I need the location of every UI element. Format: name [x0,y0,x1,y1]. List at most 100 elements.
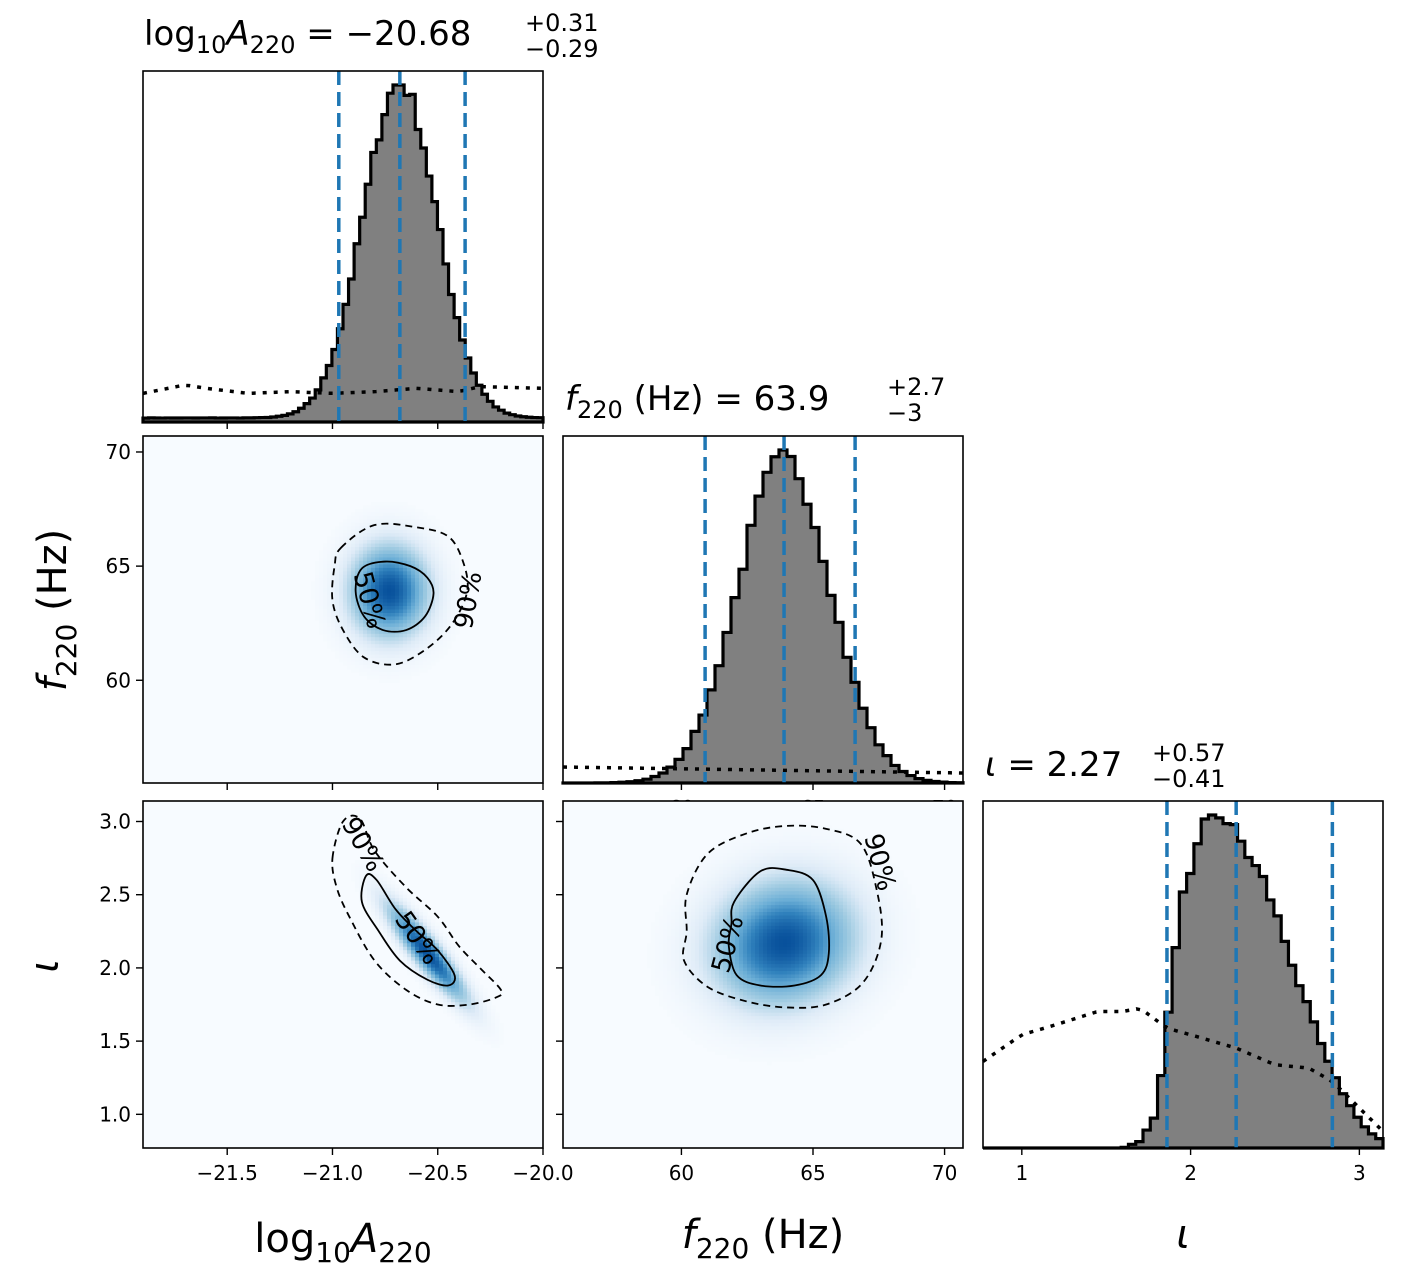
density-cell [807,971,812,976]
density-cell [395,616,400,621]
density-cell [371,609,376,614]
density-cell [359,581,364,586]
density-cell [459,616,464,621]
density-cell [759,974,764,979]
density-cell [779,873,784,878]
density-cell [811,946,816,951]
density-cell [679,943,684,948]
density-cell [815,964,820,969]
density-cell [331,630,336,635]
density-cell [791,870,796,875]
density-cell [743,1033,748,1038]
density-cell [379,508,384,513]
density-cell [483,1002,488,1007]
density-cell [663,974,668,979]
density-cell [431,964,436,969]
density-cell [451,977,456,983]
density-cell [463,974,468,979]
density-cell [723,922,728,927]
density-cell [775,891,780,896]
density-cell [771,977,776,983]
density-cell [675,894,680,899]
density-cell [787,835,792,840]
density-cell [427,574,432,579]
density-cell [819,828,824,833]
density-cell [399,912,404,917]
density-cell [391,515,396,520]
density-cell [671,891,676,896]
density-cell [715,957,720,962]
density-cell [807,960,812,965]
density-cell [787,1043,792,1048]
density-cell [383,602,388,607]
density-cell [759,877,764,882]
density-cell [695,1016,700,1021]
density-cell [743,1016,748,1021]
density-cell [431,647,436,652]
density-cell [463,1026,468,1031]
density-cell [787,957,792,962]
density-cell [755,912,760,917]
density-cell [315,595,320,600]
density-cell [415,957,420,962]
density-cell [723,1033,728,1038]
density-cell [355,550,360,555]
density-cell [735,905,740,910]
density-cell [387,574,392,579]
density-cell [723,1009,728,1014]
density-cell [407,915,412,920]
density-cell [703,925,708,930]
density-cell [411,540,416,545]
density-cell [807,856,812,861]
density-cell [675,908,680,913]
density-cell [763,991,768,996]
density-cell [435,616,440,621]
density-cell [703,1026,708,1031]
density-cell [775,870,780,875]
density-cell [811,932,816,937]
density-cell [411,599,416,604]
density-cell [687,880,692,885]
density-cell [707,991,712,996]
density-cell [787,880,792,885]
density-cell [375,529,380,534]
density-cell [823,939,828,944]
density-cell [403,616,408,621]
title-iota-minus: −0.41 [1152,765,1226,793]
density-cell [495,1023,500,1028]
density-cell [335,637,340,642]
density-cell [759,894,764,899]
density-cell [443,602,448,607]
density-cell [691,957,696,962]
density-cell [707,1019,712,1024]
density-cell [819,908,824,913]
density-cell [747,939,752,944]
density-cell [403,581,408,586]
density-cell [331,581,336,586]
density-cell [415,529,420,534]
prior-line [142,383,544,396]
density-cell [735,898,740,903]
density-cell [399,908,404,913]
density-cell [383,592,388,597]
density-cell [447,619,452,624]
density-cell [339,567,344,572]
density-cell [339,623,344,628]
density-cell [787,953,792,958]
density-cell [711,936,716,941]
density-cell [691,908,696,913]
density-cell [375,630,380,635]
density-cell [455,950,460,955]
density-cell [411,644,416,649]
density-cell [755,884,760,889]
density-cell [807,863,812,868]
density-cell [747,859,752,865]
density-cell [663,936,668,941]
density-cell [755,1050,760,1055]
density-cell [771,922,776,927]
density-cell [767,1005,772,1010]
density-cell [387,665,392,670]
density-cell [823,891,828,896]
density-cell [787,964,792,969]
